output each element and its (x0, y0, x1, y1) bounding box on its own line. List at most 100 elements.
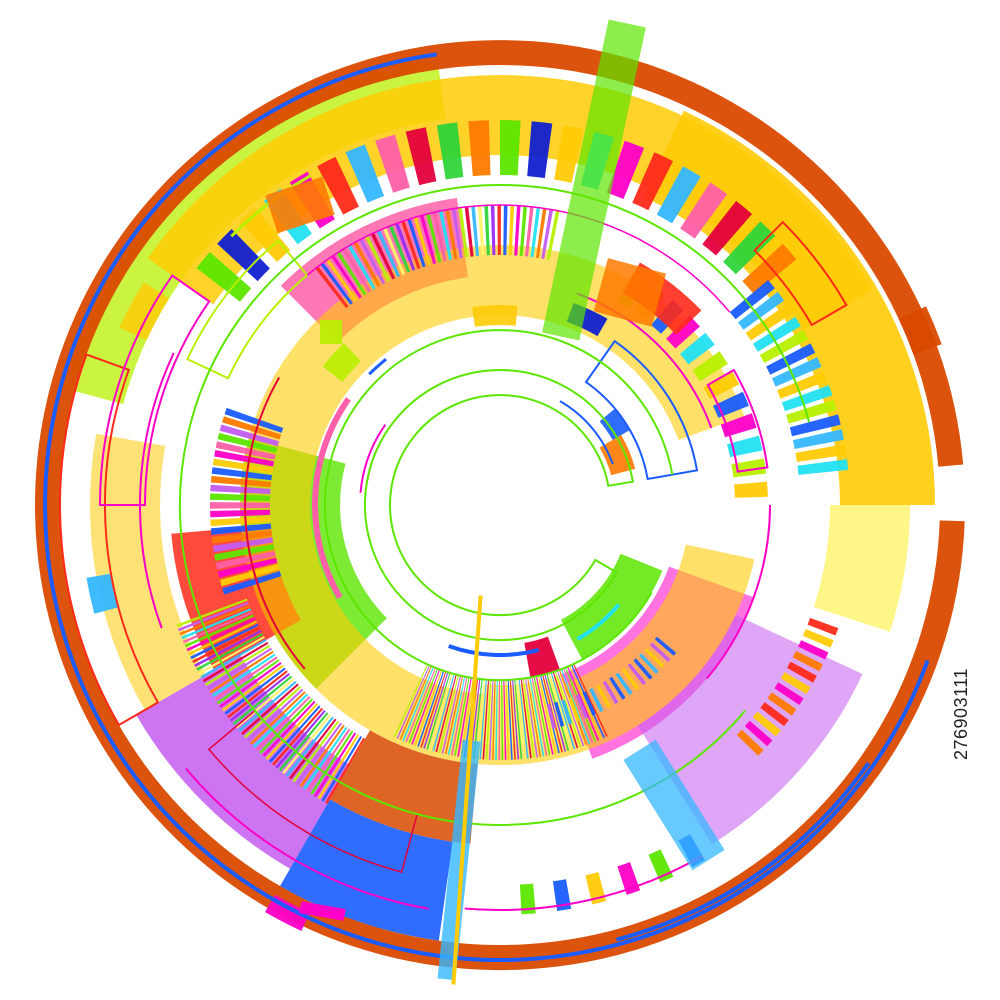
arc-segment (451, 208, 463, 259)
arc-segment (239, 207, 291, 262)
arc-segment (546, 210, 560, 260)
arc-segment (272, 707, 324, 766)
arc-segment (606, 140, 645, 199)
arc-segment (419, 215, 437, 265)
arc-segment (632, 152, 673, 211)
arc-segment (575, 694, 589, 719)
arc-segment (568, 697, 581, 722)
arc-outline (98, 274, 211, 506)
arc-segment (473, 679, 483, 759)
arc-segment (209, 502, 270, 509)
arc-segment (507, 679, 513, 760)
arc-segment (803, 629, 834, 648)
arc-segment (781, 385, 833, 412)
arc-segment (265, 703, 319, 760)
arc-line (448, 644, 540, 658)
arc-segment (196, 252, 252, 302)
arc-segment (217, 229, 270, 282)
arc-segment (321, 736, 362, 802)
arc-segment (256, 696, 311, 751)
arc-segment (546, 703, 557, 729)
arc-outline (58, 353, 160, 727)
arc-segment (336, 251, 367, 296)
arc-segment (202, 641, 269, 683)
arc-segment (314, 732, 357, 797)
arc-outline (584, 339, 699, 481)
arc-segment (365, 235, 391, 282)
arc-segment (136, 655, 350, 869)
arc-segment (229, 673, 290, 722)
arc-segment (666, 315, 700, 349)
arc-segment (753, 316, 801, 352)
arc-segment (447, 676, 466, 755)
arc-line (359, 424, 387, 493)
arc-segment (210, 516, 271, 527)
arc-segment (413, 216, 431, 266)
arc-segment (282, 714, 332, 775)
arc-segment (232, 675, 293, 726)
arc-segment (780, 672, 811, 694)
arc-segment (451, 676, 468, 756)
arc-segment (643, 110, 935, 506)
arc-segment (176, 598, 248, 628)
arc-segment (524, 636, 560, 678)
arc-segment (471, 206, 479, 257)
arc-segment (184, 614, 254, 648)
arc-line (244, 377, 306, 670)
arc-segment (224, 667, 286, 715)
arc-segment (414, 669, 443, 746)
arc-segment (477, 205, 485, 256)
arc-segment (738, 291, 785, 330)
arc-segment (342, 248, 371, 293)
arc-segment (235, 678, 295, 729)
arc-segment (544, 674, 566, 752)
arc-segment (599, 408, 630, 440)
arc-segment (215, 550, 276, 570)
arc-segment (542, 674, 563, 753)
arc-segment (497, 204, 501, 255)
arc-segment (396, 665, 430, 739)
arc-segment (219, 564, 280, 587)
arc-segment (317, 734, 360, 800)
arc-segment (531, 676, 548, 756)
arc-segment (529, 677, 545, 757)
arc-segment (774, 682, 804, 705)
arc-segment (723, 221, 776, 275)
arc-segment (720, 413, 757, 438)
arc-segment (310, 730, 354, 795)
arc-segment (186, 617, 256, 652)
arc-segment (278, 712, 329, 772)
arc-segment (253, 693, 309, 748)
arc-segment (382, 227, 406, 275)
arc-segment (492, 679, 496, 760)
arc-segment (119, 282, 170, 341)
arc-segment (745, 304, 793, 341)
arc-segment (188, 620, 257, 656)
arc-segment (405, 667, 437, 743)
arc-segment (509, 679, 516, 760)
arc-segment (402, 666, 434, 742)
arc-segment (482, 679, 490, 760)
arc-segment (813, 505, 910, 632)
arc-segment (320, 262, 353, 305)
arc-segment (222, 571, 282, 595)
arc-segment (596, 684, 612, 709)
arc-segment (247, 688, 304, 742)
arc-segment (190, 623, 259, 660)
arc-segment (214, 544, 275, 561)
arc-segment (423, 671, 449, 749)
arc-segment (429, 673, 453, 751)
radial-bar (542, 19, 646, 341)
arc-segment (522, 678, 535, 758)
arc-segment (609, 676, 626, 700)
arc-segment (554, 701, 565, 727)
arc-segment (458, 207, 469, 258)
arc-segment (411, 669, 441, 745)
arc-segment (680, 182, 728, 239)
arc-segment (353, 241, 381, 287)
arc-segment (582, 691, 596, 716)
arc-segment (179, 605, 250, 636)
arc-segment (292, 720, 340, 783)
arc-segment (520, 678, 532, 759)
arc-segment (742, 243, 797, 295)
